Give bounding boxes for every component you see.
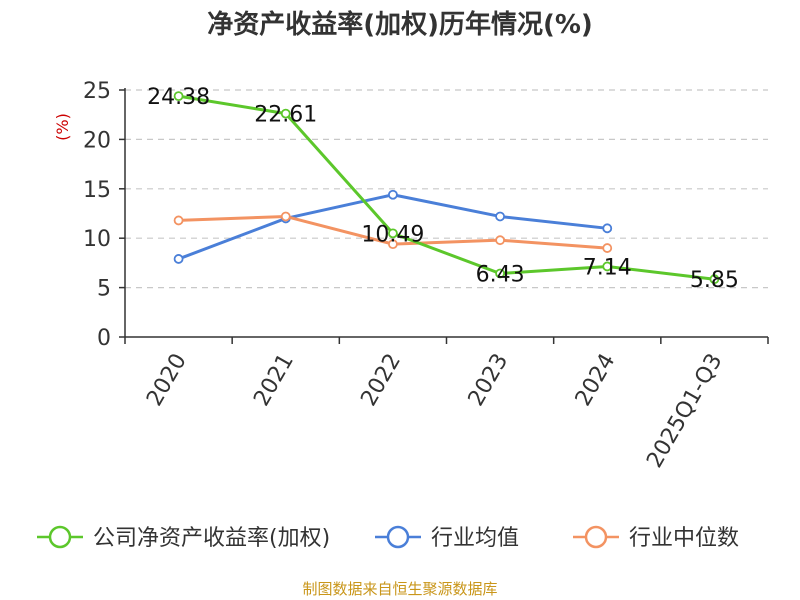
x-tick-labels: 2020 2021 2022 2023 2024 2025Q1-Q3: [142, 350, 727, 473]
legend[interactable]: 公司净资产收益率(加权) 行业均值 行业中位数: [37, 525, 739, 551]
x-tick-label: 2022: [356, 350, 406, 411]
data-point[interactable]: [173, 254, 184, 264]
legend-swatch-marker: [48, 525, 72, 549]
data-label: 5.85: [690, 268, 739, 293]
data-point[interactable]: [280, 108, 291, 119]
legend-label: 公司净资产收益率(加权): [93, 526, 330, 551]
axes: [119, 88, 769, 344]
y-tick-label: 5: [97, 277, 111, 302]
data-point[interactable]: [709, 274, 720, 285]
x-tick-label: 2020: [142, 350, 192, 411]
x-tick-label: 2023: [464, 350, 514, 411]
x-tick-label: 2025Q1-Q3: [642, 350, 727, 473]
y-tick-label: 15: [83, 178, 111, 203]
legend-swatch-marker: [584, 525, 608, 549]
series-line: [178, 94, 715, 281]
x-tick-label: 2024: [571, 350, 621, 411]
legend-swatch-marker: [386, 525, 410, 549]
grid-lines: [125, 89, 768, 289]
data-point[interactable]: [173, 91, 184, 102]
data-labels: 24.38 22.61 10.49 6.43 7.14 5.85: [147, 85, 739, 293]
data-point[interactable]: [388, 228, 398, 239]
legend-item[interactable]: 行业均值: [375, 525, 519, 551]
legend-label: 行业中位数: [629, 526, 739, 551]
data-label: 7.14: [583, 255, 632, 280]
data-label: 24.38: [147, 85, 210, 110]
y-tick-labels: 0 5 10 15 20 25: [83, 79, 111, 351]
data-point[interactable]: [388, 239, 398, 250]
data-point[interactable]: [173, 215, 184, 226]
chart-title: 净资产收益率(加权)历年情况(%): [207, 9, 593, 40]
legend-label: 行业均值: [431, 526, 519, 551]
source-note: 制图数据来自恒生聚源数据库: [302, 580, 497, 598]
y-tick-label: 20: [83, 128, 111, 153]
y-tick-label: 10: [83, 227, 111, 252]
data-label: 10.49: [361, 222, 424, 247]
y-tick-label: 25: [83, 79, 111, 104]
data-point[interactable]: [495, 268, 505, 279]
data-point[interactable]: [280, 211, 291, 222]
legend-item[interactable]: 公司净资产收益率(加权): [37, 525, 330, 551]
series-lines: [173, 91, 720, 285]
data-point[interactable]: [495, 235, 505, 246]
y-tick-label: 0: [97, 326, 111, 351]
legend-item[interactable]: 行业中位数: [573, 525, 739, 551]
y-axis-label: (%): [53, 113, 72, 141]
data-point[interactable]: [495, 211, 505, 222]
data-point[interactable]: [388, 189, 398, 200]
x-tick-label: 2021: [249, 350, 299, 411]
data-point[interactable]: [602, 243, 613, 253]
data-point[interactable]: [602, 261, 613, 272]
data-label: 22.61: [254, 103, 317, 128]
data-label: 6.43: [476, 262, 525, 287]
data-point[interactable]: [602, 223, 613, 234]
